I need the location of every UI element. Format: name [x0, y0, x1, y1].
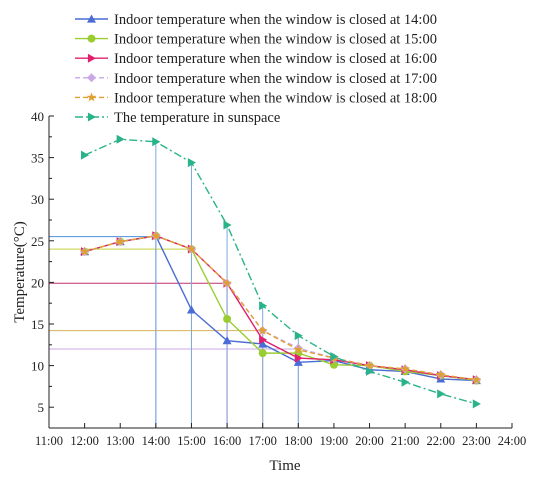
data-point — [294, 331, 303, 341]
y-tick-label: 30 — [31, 192, 44, 207]
y-tick-label: 35 — [31, 151, 44, 166]
legend-label: Indoor temperature when the window is cl… — [114, 71, 437, 87]
data-point — [259, 335, 268, 345]
x-tick-label: 16:00 — [213, 434, 241, 448]
data-point — [258, 339, 268, 348]
data-point — [115, 236, 125, 246]
x-tick-label: 17:00 — [248, 434, 276, 448]
legend-item: Indoor temperature when the window is cl… — [75, 51, 437, 67]
y-tick-label: 5 — [38, 400, 45, 415]
data-point — [472, 399, 481, 409]
data-point — [222, 278, 232, 288]
legend-item: The temperature in sunspace — [75, 110, 280, 126]
series-group — [80, 231, 481, 385]
x-tick-label: 12:00 — [70, 434, 98, 448]
data-point — [187, 158, 196, 168]
legend-item: Indoor temperature when the window is cl… — [75, 12, 437, 28]
x-tick-label: 13:00 — [106, 434, 134, 448]
x-tick-label: 18:00 — [284, 434, 312, 448]
axes: 5 10 15 20 25 30 35 40 11:00 12:00 13:00 14:00 15:00… — [31, 109, 526, 448]
data-point — [186, 244, 197, 254]
series-group — [80, 231, 481, 385]
data-point — [87, 112, 96, 122]
data-point — [223, 315, 232, 324]
data-point — [81, 150, 90, 160]
data-point — [400, 363, 410, 373]
series-group — [79, 230, 482, 384]
series-line — [84, 235, 477, 382]
reference-lines — [49, 141, 299, 428]
x-tick-label: 15:00 — [177, 434, 205, 448]
data-point — [365, 366, 375, 376]
x-tick-label: 24:00 — [498, 434, 526, 448]
y-axis-label: Temperature(°C) — [12, 221, 28, 323]
legend-item: Indoor temperature when the window is cl… — [75, 90, 437, 106]
legend-item: Indoor temperature when the window is cl… — [75, 32, 437, 48]
series-line — [84, 235, 477, 381]
legend-label: Indoor temperature when the window is cl… — [114, 51, 437, 67]
data-point — [401, 377, 410, 387]
series-line — [84, 235, 477, 382]
data-point — [87, 73, 96, 83]
x-tick-label: 23:00 — [462, 434, 490, 448]
data-point — [257, 325, 268, 335]
data-point — [258, 349, 267, 358]
y-tick-label: 40 — [31, 109, 44, 124]
data-point — [87, 53, 96, 63]
series-line — [84, 235, 477, 381]
legend: Indoor temperature when the window is cl… — [75, 12, 437, 126]
x-tick-label: 21:00 — [391, 434, 419, 448]
data-point — [151, 230, 161, 240]
data-point — [186, 305, 196, 314]
series-layer — [79, 134, 482, 409]
legend-label: Indoor temperature when the window is cl… — [114, 32, 437, 48]
data-point — [222, 336, 232, 345]
series-line — [84, 138, 477, 405]
legend-label: Indoor temperature when the window is cl… — [114, 12, 437, 28]
data-point — [259, 301, 268, 311]
data-point — [330, 351, 339, 361]
data-point — [87, 34, 96, 43]
data-point — [86, 92, 97, 102]
data-point — [79, 246, 90, 256]
data-point — [87, 14, 96, 23]
x-tick-label: 20:00 — [355, 434, 383, 448]
x-tick-label: 11:00 — [35, 434, 63, 448]
data-point — [471, 374, 482, 384]
legend-label: Indoor temperature when the window is cl… — [114, 90, 437, 106]
y-tick-label: 15 — [31, 317, 44, 332]
series-group — [81, 231, 481, 385]
y-tick-label: 20 — [31, 275, 44, 290]
y-tick-label: 10 — [31, 359, 44, 374]
data-point — [293, 357, 303, 366]
x-tick-label: 19:00 — [320, 434, 348, 448]
data-point — [293, 344, 304, 354]
x-tick-label: 14:00 — [142, 434, 170, 448]
x-axis-label: Time — [269, 458, 300, 474]
x-tick-label: 22:00 — [427, 434, 455, 448]
data-point — [152, 137, 161, 147]
series-group — [81, 134, 481, 409]
data-point — [437, 389, 446, 399]
legend-item: Indoor temperature when the window is cl… — [75, 71, 437, 87]
data-point — [223, 220, 232, 230]
series-line — [84, 235, 477, 381]
data-point — [294, 353, 303, 363]
data-point — [364, 360, 375, 370]
y-tick-label: 25 — [31, 234, 44, 249]
series-group — [80, 231, 481, 385]
data-point — [436, 369, 446, 379]
data-point — [116, 134, 125, 144]
legend-label: The temperature in sunspace — [114, 110, 280, 126]
